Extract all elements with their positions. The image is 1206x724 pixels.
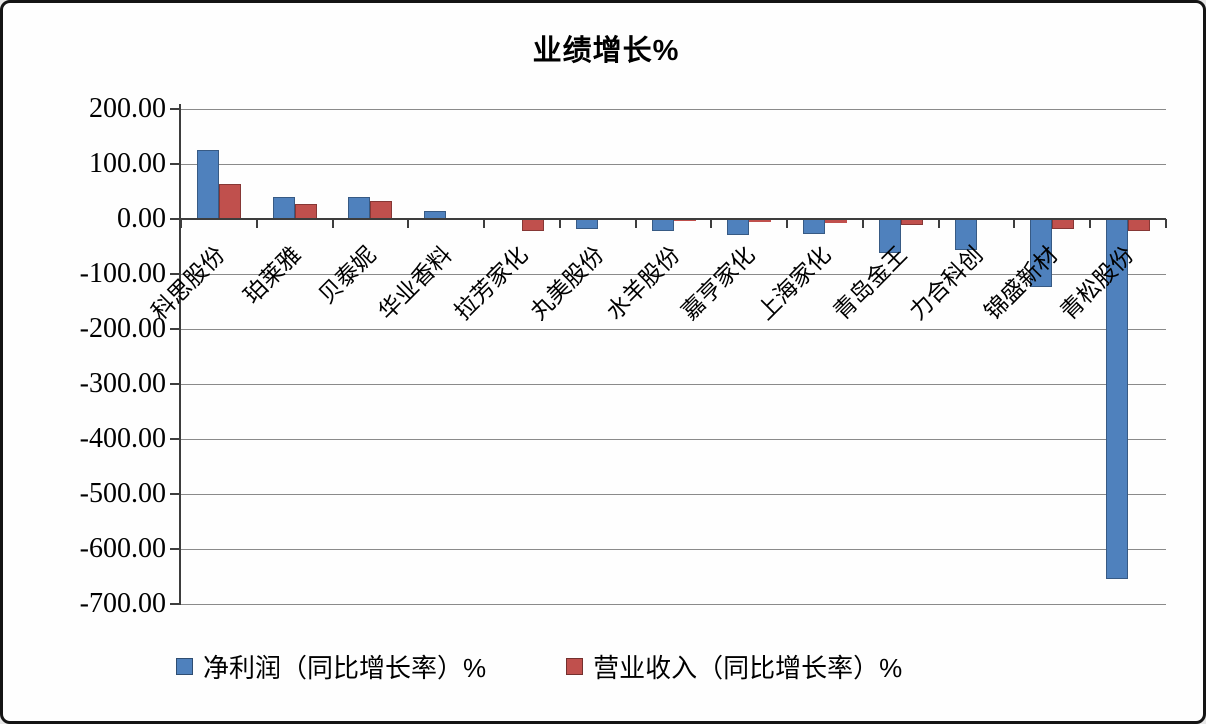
gridline--200.00 <box>181 328 1166 330</box>
y-axis-tick <box>170 273 181 275</box>
legend-swatch-net-profit-icon <box>176 658 193 675</box>
y-axis-label: -600.00 <box>79 533 166 564</box>
bar-revenue-嘉亨家化 <box>749 219 772 222</box>
bar-net-profit-丸美股份 <box>575 219 598 229</box>
x-axis-label-丸美股份: 丸美股份 <box>524 241 609 325</box>
x-axis-label-青岛金王: 青岛金王 <box>828 241 912 325</box>
y-axis-label: 0.00 <box>117 203 166 234</box>
bar-revenue-锦盛新材 <box>1052 219 1075 229</box>
y-axis-tick <box>170 218 181 220</box>
x-axis-label-嘉亨家化: 嘉亨家化 <box>676 241 760 325</box>
y-axis-tick <box>170 438 181 440</box>
gridline--300.00 <box>181 383 1166 385</box>
legend-label-net-profit: 净利润（同比增长率）% <box>203 653 487 683</box>
plot-area: 200.00 100.00 0.00 -100.00 -200.00 -300.00 -40… <box>3 3 1203 721</box>
y-axis-tick <box>170 493 181 495</box>
y-axis-label: -700.00 <box>79 588 166 619</box>
legend-label-revenue: 营业收入（同比增长率）% <box>593 653 903 683</box>
y-axis-label: 100.00 <box>89 148 166 179</box>
x-axis-tick <box>180 219 182 228</box>
x-axis-tick <box>558 219 561 228</box>
bar-net-profit-水羊股份 <box>651 219 674 232</box>
x-axis-label-上海家化: 上海家化 <box>752 241 836 325</box>
bar-revenue-珀莱雅 <box>294 203 317 219</box>
y-axis-label: -100.00 <box>79 258 166 289</box>
gridline--500.00 <box>181 493 1166 495</box>
x-axis-line <box>181 218 1166 220</box>
x-axis-tick <box>483 219 486 228</box>
legend-item-revenue: 营业收入（同比增长率）% <box>566 648 902 685</box>
x-axis-tick <box>255 219 258 228</box>
bar-net-profit-贝泰妮 <box>348 197 371 219</box>
y-axis-label: 200.00 <box>89 93 166 124</box>
x-axis-tick <box>710 219 713 228</box>
gridline--700.00 <box>181 603 1166 605</box>
legend-swatch-revenue-icon <box>566 658 584 675</box>
gridline--400.00 <box>181 438 1166 440</box>
x-axis-tick <box>331 219 334 228</box>
y-axis-tick <box>170 383 181 385</box>
x-axis-label-拉芳家化: 拉芳家化 <box>449 241 533 325</box>
bar-net-profit-珀莱雅 <box>272 197 295 219</box>
x-axis-tick <box>634 219 637 228</box>
y-axis-label: -300.00 <box>79 368 166 399</box>
x-axis-label-水羊股份: 水羊股份 <box>600 241 685 325</box>
y-axis-label: -200.00 <box>79 313 166 344</box>
chart-title: 业绩增长% <box>532 35 680 67</box>
y-axis-tick <box>170 328 181 330</box>
legend-item-net-profit: 净利润（同比增长率）% <box>176 648 486 685</box>
legend: 净利润（同比增长率）% 营业收入（同比增长率）% <box>176 648 902 685</box>
gridline-200.00 <box>181 108 1166 110</box>
x-axis-tick <box>1165 219 1167 228</box>
x-axis-tick <box>861 219 864 228</box>
bar-net-profit-上海家化 <box>803 219 826 234</box>
bar-net-profit-科思股份 <box>196 150 219 219</box>
bar-revenue-上海家化 <box>825 219 848 223</box>
y-axis-label: -500.00 <box>79 478 166 509</box>
x-axis-tick <box>1089 219 1092 228</box>
y-axis-tick <box>170 603 181 605</box>
gridline--100.00 <box>181 273 1166 275</box>
x-axis-tick <box>1013 219 1016 228</box>
x-axis-tick <box>407 219 410 228</box>
x-axis-tick <box>786 219 789 228</box>
y-axis-tick <box>170 108 181 110</box>
bar-net-profit-嘉亨家化 <box>727 219 750 235</box>
y-axis-tick <box>170 548 181 550</box>
gridline-100.00 <box>181 163 1166 165</box>
bar-revenue-拉芳家化 <box>521 219 544 232</box>
x-axis-tick <box>937 219 940 228</box>
gridline--600.00 <box>181 548 1166 550</box>
bar-revenue-贝泰妮 <box>370 201 393 219</box>
x-axis-label-华业香料: 华业香料 <box>373 241 457 325</box>
y-axis-line <box>179 104 181 605</box>
y-axis-tick <box>170 163 181 165</box>
y-axis-label: -400.00 <box>79 423 166 454</box>
x-axis-label-力合科创: 力合科创 <box>903 241 988 325</box>
bar-revenue-青松股份 <box>1128 219 1151 231</box>
bar-revenue-科思股份 <box>218 183 241 219</box>
